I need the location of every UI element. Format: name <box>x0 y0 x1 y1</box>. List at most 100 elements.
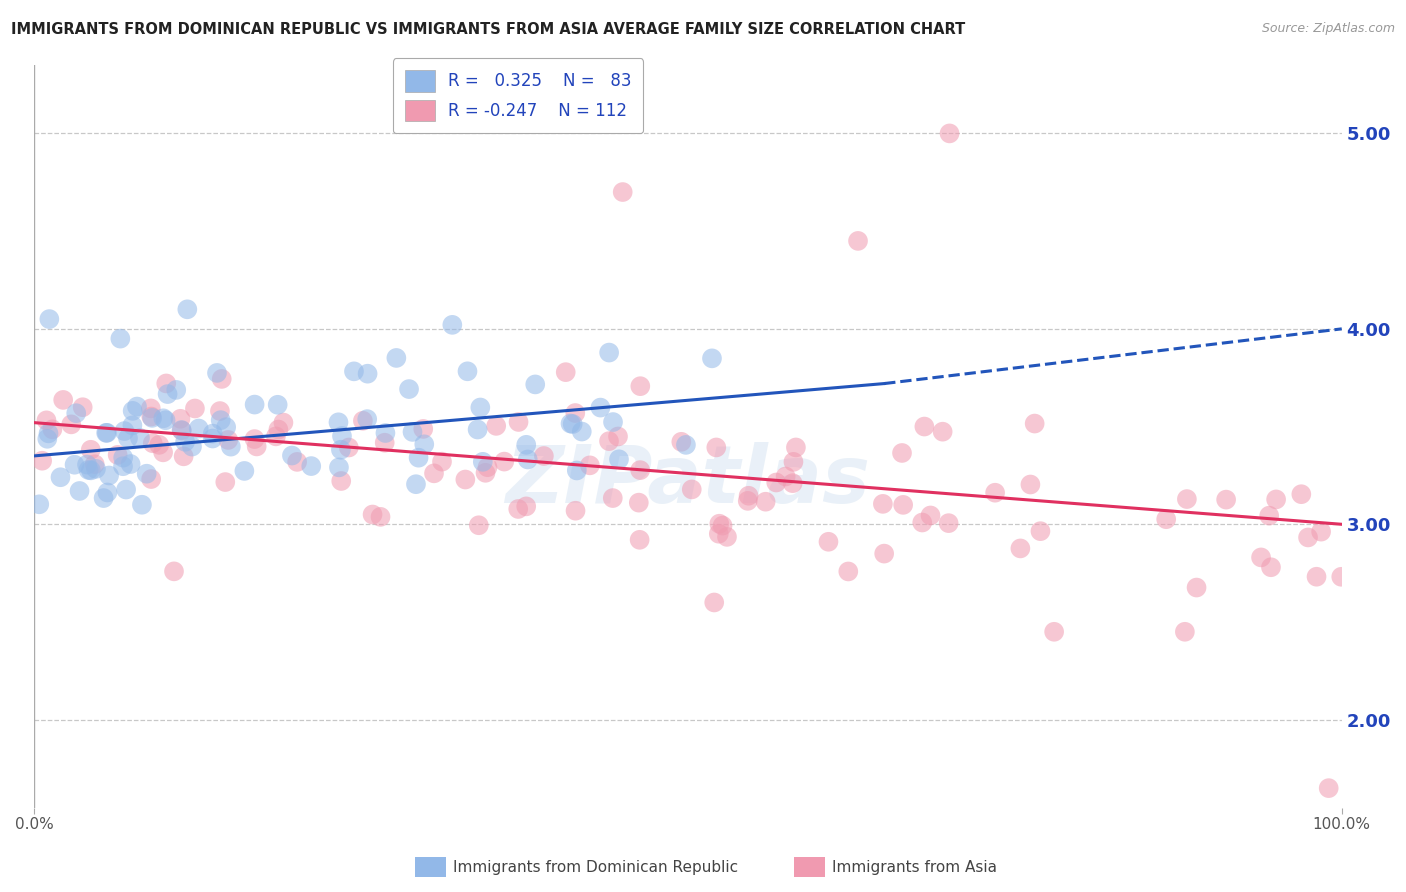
Point <box>233 464 256 478</box>
Point <box>627 495 650 509</box>
Point <box>408 450 430 465</box>
Point <box>41 422 63 436</box>
Point <box>873 547 896 561</box>
Point <box>589 401 612 415</box>
Point <box>837 565 859 579</box>
Point <box>1154 512 1177 526</box>
Point <box>938 516 960 530</box>
Point <box>564 504 586 518</box>
Point <box>675 438 697 452</box>
Point <box>891 498 914 512</box>
Point <box>607 429 630 443</box>
Point <box>612 185 634 199</box>
Text: Source: ZipAtlas.com: Source: ZipAtlas.com <box>1261 22 1395 36</box>
Point <box>181 440 204 454</box>
Point <box>1291 487 1313 501</box>
Point <box>281 449 304 463</box>
Point <box>120 457 142 471</box>
Point <box>398 382 420 396</box>
Point <box>84 462 107 476</box>
Point <box>209 413 232 427</box>
Point <box>785 441 807 455</box>
Point <box>602 491 624 505</box>
Point <box>1330 570 1353 584</box>
Point <box>765 475 787 490</box>
Point <box>112 459 135 474</box>
Point <box>96 485 118 500</box>
Point <box>441 318 464 332</box>
Point <box>129 431 152 445</box>
Point <box>37 432 59 446</box>
Point <box>516 452 538 467</box>
Point <box>598 434 620 449</box>
Point <box>515 500 537 514</box>
Point <box>370 509 392 524</box>
Point <box>561 417 583 431</box>
Point <box>1010 541 1032 556</box>
Point <box>328 460 350 475</box>
Point <box>121 418 143 433</box>
Point <box>911 516 934 530</box>
Point <box>243 398 266 412</box>
Point <box>152 411 174 425</box>
Point <box>515 438 537 452</box>
Point <box>413 437 436 451</box>
Point <box>707 526 730 541</box>
Point <box>1305 570 1327 584</box>
Point <box>817 534 839 549</box>
Point <box>700 351 723 366</box>
Point <box>1019 477 1042 491</box>
Point <box>107 448 129 462</box>
Point <box>93 491 115 505</box>
Point <box>330 474 353 488</box>
Point <box>782 455 804 469</box>
Point <box>267 423 290 437</box>
Point <box>628 533 651 547</box>
Point <box>430 455 453 469</box>
Point <box>214 475 236 489</box>
Point <box>201 432 224 446</box>
Point <box>72 401 94 415</box>
Point <box>471 455 494 469</box>
Point <box>63 458 86 472</box>
Point <box>60 417 83 432</box>
Point <box>80 442 103 457</box>
Point <box>208 404 231 418</box>
Point <box>38 312 60 326</box>
Point <box>571 425 593 439</box>
Point <box>77 463 100 477</box>
Point <box>1215 492 1237 507</box>
Point <box>184 401 207 416</box>
Point <box>156 387 179 401</box>
Point <box>468 518 491 533</box>
Point <box>872 497 894 511</box>
Point <box>135 467 157 481</box>
Point <box>112 424 135 438</box>
Text: Immigrants from Dominican Republic: Immigrants from Dominican Republic <box>453 860 738 874</box>
Point <box>337 441 360 455</box>
Point <box>628 463 651 477</box>
Point <box>169 411 191 425</box>
Point <box>83 457 105 471</box>
Point <box>28 497 51 511</box>
Point <box>76 458 98 472</box>
Point <box>554 365 576 379</box>
Point <box>37 426 59 441</box>
Point <box>401 425 423 439</box>
Point <box>984 485 1007 500</box>
Point <box>671 434 693 449</box>
Point <box>356 367 378 381</box>
Point <box>141 409 163 424</box>
Point <box>112 450 135 465</box>
Point <box>96 425 118 440</box>
Point <box>920 508 942 523</box>
Point <box>1265 492 1288 507</box>
Point <box>170 424 193 438</box>
Point <box>598 345 620 359</box>
Point <box>329 442 352 457</box>
Text: ZIPatlas: ZIPatlas <box>506 442 870 520</box>
Point <box>508 502 530 516</box>
Point <box>755 494 778 508</box>
Point <box>98 468 121 483</box>
Point <box>201 426 224 441</box>
